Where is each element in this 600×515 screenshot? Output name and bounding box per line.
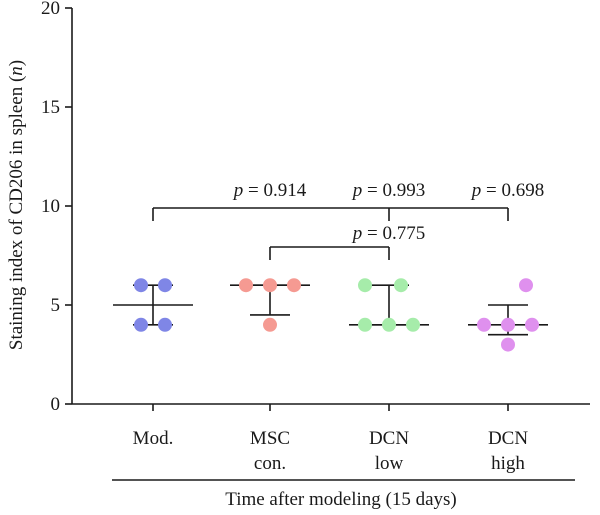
data-point <box>525 317 539 332</box>
x-group-label: Time after modeling (15 days) <box>225 489 456 510</box>
data-point <box>519 278 533 293</box>
x-tick-label-line2: con. <box>254 453 286 474</box>
data-point <box>158 317 172 332</box>
data-point <box>158 278 172 293</box>
data-point <box>382 317 396 332</box>
p-symbol: p <box>351 180 363 201</box>
data-point <box>477 317 491 332</box>
data-point <box>263 317 277 332</box>
y-tick-label: 20 <box>41 0 60 19</box>
data-point <box>501 317 515 332</box>
p-symbol: p <box>351 223 363 244</box>
data-point <box>239 278 253 293</box>
x-tick-label-line2: high <box>491 453 525 474</box>
data-point <box>501 337 515 352</box>
data-point <box>134 317 148 332</box>
data-point <box>358 317 372 332</box>
y-axis-title-unit: n <box>6 66 27 76</box>
data-point <box>263 278 277 293</box>
p-value: = 0.775 <box>362 223 425 244</box>
y-tick-label: 5 <box>51 295 61 316</box>
data-point <box>406 317 420 332</box>
p-value: = 0.698 <box>481 180 544 201</box>
p-value-label: p = 0.914 <box>232 180 307 201</box>
p-value-label: p = 0.775 <box>351 223 425 244</box>
x-tick-label: Mod. <box>133 428 174 449</box>
y-tick-label: 15 <box>41 97 60 118</box>
x-tick-label: DCN <box>369 428 409 449</box>
p-value-label: p = 0.698 <box>470 180 544 201</box>
p-symbol: p <box>470 180 482 201</box>
p-value-label: p = 0.993 <box>351 180 425 201</box>
p-symbol: p <box>232 180 244 201</box>
x-tick-label: DCN <box>488 428 528 449</box>
p-value: = 0.993 <box>362 180 425 201</box>
x-axis-categories: Mod. MSC con. DCN low DCN high <box>133 404 528 474</box>
p-value: = 0.914 <box>243 180 306 201</box>
data-points <box>134 278 539 352</box>
y-axis-title: Staining index of CD206 in spleen (n) <box>6 60 27 350</box>
y-tick-label: 0 <box>51 394 61 415</box>
data-point <box>134 278 148 293</box>
data-point <box>358 278 372 293</box>
data-point <box>394 278 408 293</box>
data-point <box>287 278 301 293</box>
y-tick-label: 10 <box>41 196 60 217</box>
y-axis-title-text: Staining index of CD206 in spleen <box>6 86 27 350</box>
y-axis-ticks: 0 5 10 15 20 <box>41 0 72 415</box>
x-tick-label: MSC <box>250 428 290 449</box>
x-tick-label-line2: low <box>375 453 404 474</box>
